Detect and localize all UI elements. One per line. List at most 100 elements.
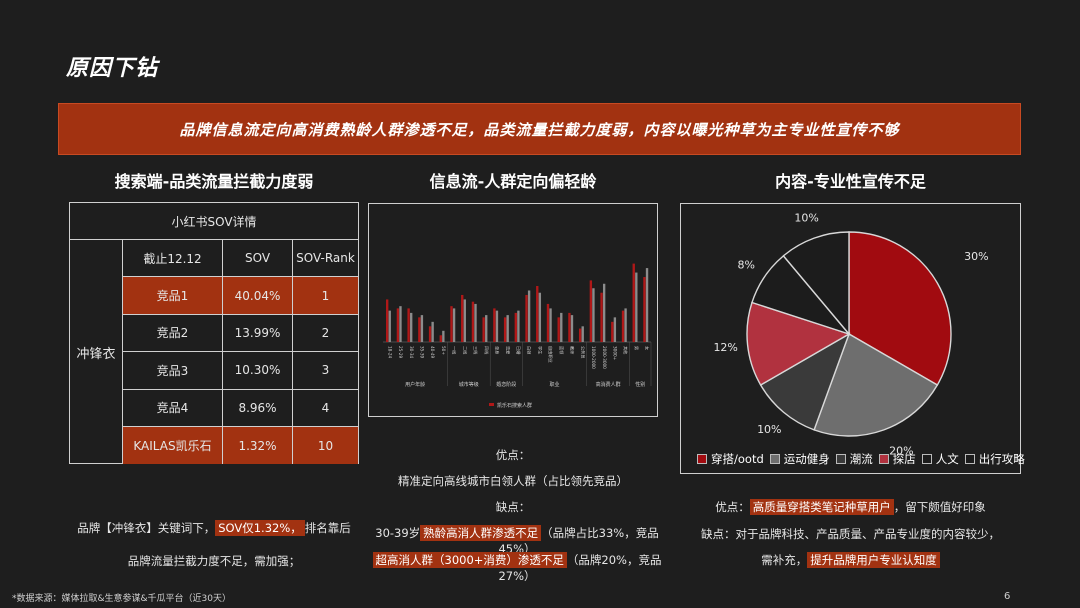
sov-table-category: 冲锋衣 bbox=[70, 240, 123, 464]
table-row: 竞品3 10.30% 3 bbox=[123, 352, 358, 390]
pie-slice bbox=[782, 231, 850, 336]
bar bbox=[514, 312, 517, 342]
bar bbox=[399, 306, 402, 342]
pie-data-label: 12% bbox=[713, 341, 737, 354]
bar bbox=[536, 286, 539, 342]
legend-item: 潮流 bbox=[835, 451, 873, 467]
row-rank: 1 bbox=[321, 288, 330, 303]
col2-pros-text: 精准定向高线城市白领人群（占比领先竞品） bbox=[398, 474, 628, 488]
x-tick-label: 女 bbox=[644, 346, 651, 350]
bar bbox=[592, 288, 595, 342]
sov-header-rank: SOV-Rank bbox=[296, 251, 355, 266]
bar bbox=[428, 326, 432, 342]
group-label: 职业 bbox=[550, 381, 560, 388]
legend-item: 运动健身 bbox=[769, 451, 830, 467]
pie-data-label: 30% bbox=[964, 250, 988, 263]
bar bbox=[578, 328, 582, 342]
col3-heading: 内容-专业性宣传不足 bbox=[775, 172, 926, 191]
pie-chart-svg: 30% 20% 10% 12% 8% 10% bbox=[713, 211, 988, 457]
bar bbox=[589, 280, 593, 342]
x-tick-label: 二线 bbox=[462, 346, 468, 355]
bar-legend-swatch bbox=[489, 403, 494, 406]
x-tick-label: 恋爱 bbox=[504, 346, 511, 354]
legend-label: 潮流 bbox=[849, 452, 873, 466]
note-highlight: 高质量穿搭类笔记种草用户 bbox=[749, 499, 894, 515]
col2-heading: 信息流-人群定向偏轻龄 bbox=[429, 172, 597, 191]
x-tick-label: 三线 bbox=[473, 346, 479, 355]
legend-swatch bbox=[769, 454, 780, 464]
row-rank: 3 bbox=[321, 363, 330, 378]
row-sov: 10.30% bbox=[223, 352, 293, 389]
x-tick-label: 公务员 bbox=[579, 346, 586, 359]
bar bbox=[611, 321, 614, 342]
bar bbox=[396, 308, 400, 342]
sov-table-header-row: 截止12.12 SOV SOV-Rank bbox=[123, 240, 358, 278]
table-row: 竞品4 8.96% 4 bbox=[123, 389, 358, 427]
bar bbox=[600, 292, 603, 342]
x-tick-label: 一线 bbox=[452, 346, 458, 355]
x-tick-label: 40-49 bbox=[430, 346, 435, 359]
bar bbox=[632, 263, 635, 342]
bar bbox=[463, 299, 466, 342]
legend-item: 人文 bbox=[921, 451, 959, 467]
bar bbox=[557, 317, 560, 342]
bar bbox=[581, 326, 584, 342]
row-rank: 4 bbox=[321, 400, 330, 415]
group-label: 婚恋阶段 bbox=[496, 381, 516, 388]
pie-data-label: 10% bbox=[757, 423, 781, 436]
legend-item: 穿搭/ootd bbox=[697, 451, 764, 467]
bar bbox=[418, 317, 421, 342]
bar bbox=[643, 277, 646, 342]
bar bbox=[506, 315, 509, 342]
legend-label: 出行攻略 bbox=[978, 452, 1025, 466]
note-text: 品牌【冲锋衣】关键词下， bbox=[77, 521, 216, 535]
row-name: 竞品1 bbox=[123, 277, 223, 314]
x-tick-label: 蓝领 bbox=[558, 346, 565, 355]
note-highlight: 超高消人群（3000+消费）渗透不足 bbox=[372, 552, 567, 568]
x-tick-label: 学生 bbox=[537, 346, 543, 354]
legend-swatch bbox=[878, 454, 889, 464]
bar bbox=[525, 294, 528, 342]
bar bbox=[493, 308, 496, 342]
col2-cons-line1: 30-39岁 熟龄高消人群渗透不足 （品牌占比33%，竞品45%） bbox=[362, 525, 672, 557]
group-label: 高消费人群 bbox=[596, 381, 621, 388]
note-highlight: 提升品牌用户专业认知度 bbox=[807, 552, 940, 568]
bar bbox=[495, 310, 499, 342]
bar bbox=[602, 283, 606, 342]
pie-slice bbox=[848, 231, 952, 386]
bar bbox=[407, 308, 410, 342]
row-sov: 8.96% bbox=[223, 389, 293, 426]
x-tick-label: 2000-3000 bbox=[602, 346, 607, 369]
bar bbox=[431, 321, 434, 342]
legend-swatch bbox=[697, 454, 707, 464]
pie-slice bbox=[746, 301, 851, 386]
note-highlight: SOV仅1.32%， bbox=[215, 520, 305, 536]
col2-cons-label: 缺点： bbox=[495, 500, 531, 514]
legend-item: 出行攻略 bbox=[964, 451, 1025, 467]
bar bbox=[461, 294, 464, 342]
bar bbox=[568, 312, 571, 342]
note-highlight: 熟龄高消人群渗透不足 bbox=[420, 525, 542, 541]
pie-slice bbox=[813, 332, 939, 437]
bar bbox=[527, 290, 531, 342]
legend-item: 探店 bbox=[878, 451, 916, 467]
x-tick-label: 白领 bbox=[526, 346, 533, 355]
x-tick-label: 18-24 bbox=[387, 346, 392, 359]
note-text: 需补充， bbox=[761, 553, 808, 567]
sov-table-grid: 截止12.12 SOV SOV-Rank 竞品1 40.04% 1 竞品2 13… bbox=[123, 240, 358, 465]
x-tick-label: 35-39 bbox=[420, 346, 425, 359]
note-text: 30-39岁 bbox=[375, 526, 421, 540]
row-sov: 13.99% bbox=[223, 314, 293, 352]
x-tick-label: 单身 bbox=[494, 346, 501, 354]
row-sov: 1.32% bbox=[223, 426, 293, 465]
bar bbox=[410, 312, 413, 342]
sov-table: 小红书SOV详情 冲锋衣 截止12.12 SOV SOV-Rank 竞品1 40… bbox=[69, 202, 359, 465]
pie-data-label: 8% bbox=[737, 259, 754, 272]
summary-banner: 品牌信息流定向高消费熟龄人群渗透不足，品类流量拦截力度弱，内容以曝光种草为主专业… bbox=[58, 103, 1021, 155]
bar bbox=[517, 310, 520, 342]
legend-label: 人文 bbox=[935, 452, 959, 466]
col2-cons-line2: 超高消人群（3000+消费）渗透不足 （品牌20%，竞品27%） bbox=[362, 552, 672, 584]
x-tick-label: 其他 bbox=[622, 346, 629, 355]
legend-swatch bbox=[921, 454, 932, 464]
x-tick-label: 男 bbox=[633, 346, 639, 350]
